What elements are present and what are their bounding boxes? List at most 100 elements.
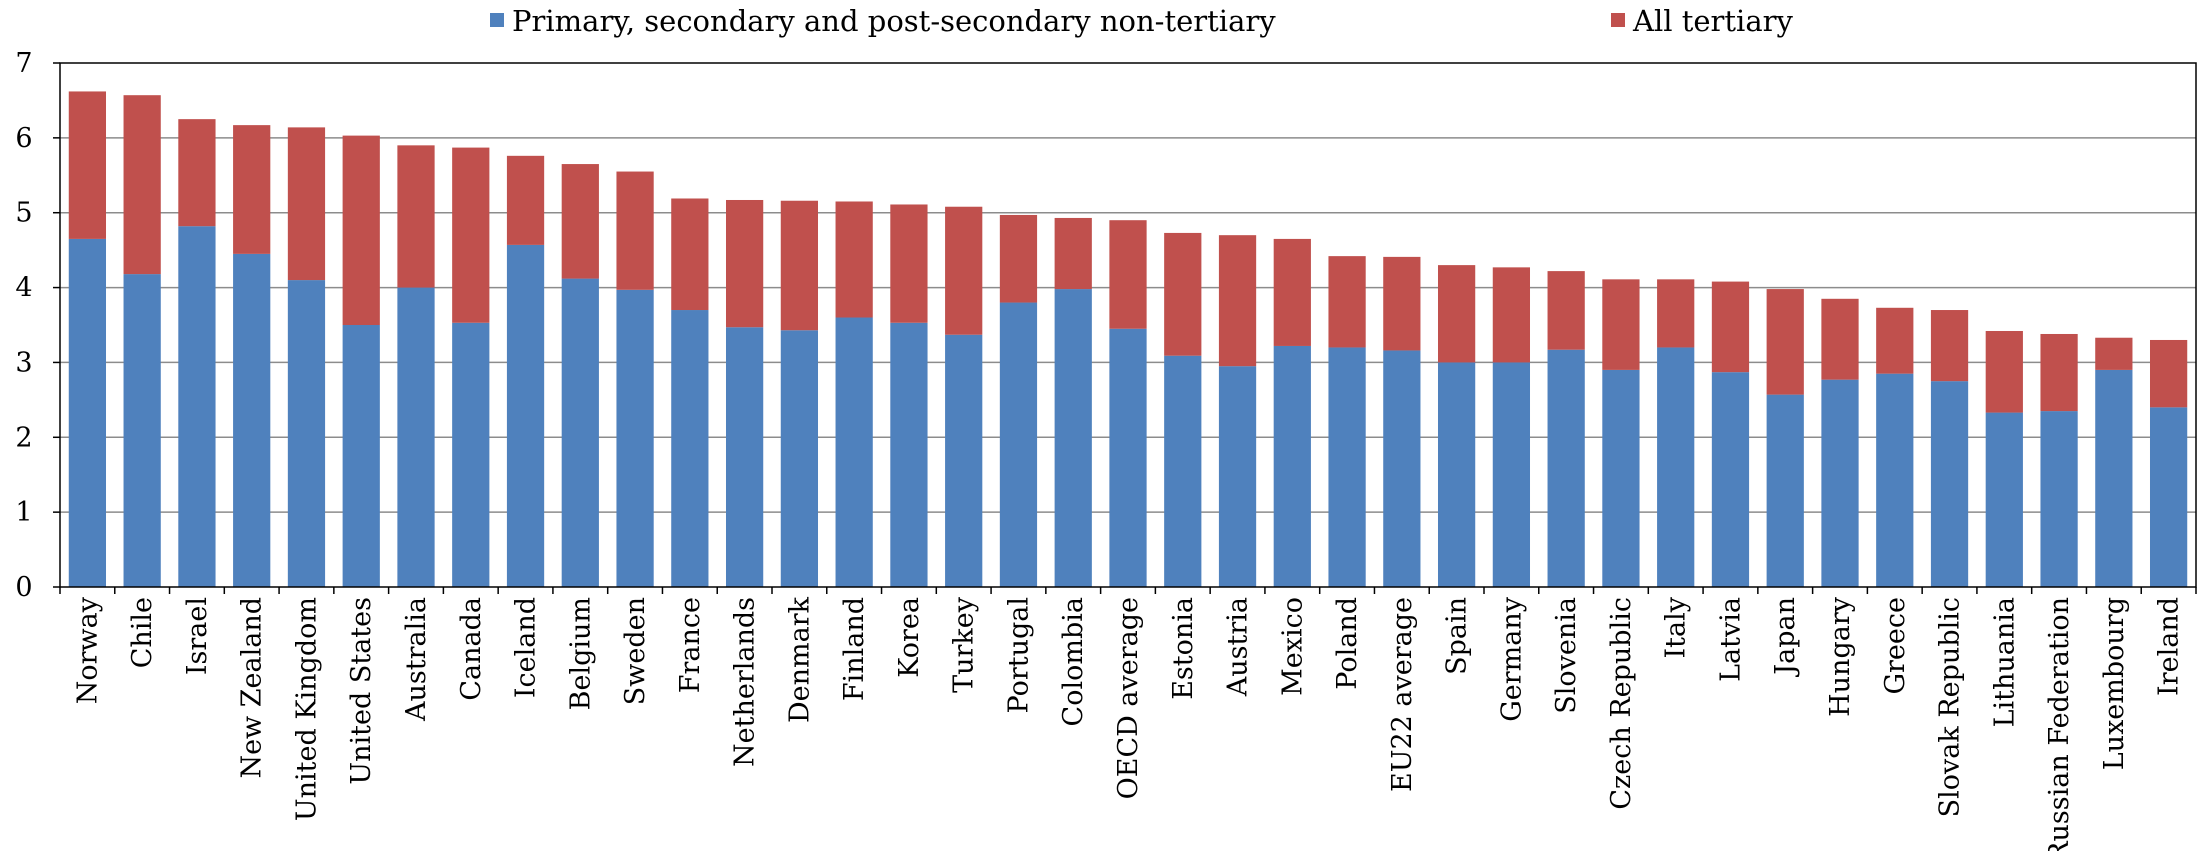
legend: Primary, secondary and post-secondary no… <box>490 4 1793 38</box>
bar-tertiary <box>725 199 764 328</box>
bar-primary-secondary <box>1328 347 1366 587</box>
bar-tertiary <box>2040 333 2078 412</box>
bar-tertiary <box>1164 232 1202 356</box>
x-category-label: Iceland <box>511 597 542 698</box>
bar-primary-secondary <box>342 325 380 587</box>
bar-tertiary <box>178 119 216 227</box>
bar-tertiary <box>287 127 326 281</box>
bar-primary-secondary <box>2040 411 2078 587</box>
x-category-label: Portugal <box>1003 597 1034 714</box>
bar-tertiary <box>780 200 819 331</box>
bar-primary-secondary <box>1109 328 1147 587</box>
x-category-label: Latvia <box>1715 597 1746 682</box>
x-category-label: Chile <box>127 597 158 668</box>
bar-primary-secondary <box>397 287 435 587</box>
x-category-label: Estonia <box>1168 597 1199 700</box>
y-axis: 0 1 2 3 4 5 6 7 <box>15 48 60 603</box>
bar-tertiary <box>999 214 1038 303</box>
x-category-label: Netherlands <box>730 597 761 767</box>
bar-primary-secondary <box>1437 362 1476 587</box>
x-category-label: Slovak Republic <box>1935 597 1966 817</box>
bar-tertiary <box>1383 256 1421 351</box>
bar-tertiary <box>1711 281 1750 373</box>
bar-tertiary <box>671 198 709 311</box>
x-category-label: New Zealand <box>237 597 268 779</box>
bar-tertiary <box>616 171 654 290</box>
bar-tertiary <box>1821 298 1859 380</box>
legend-swatch-tertiary <box>1611 13 1625 27</box>
bar-primary-secondary <box>1492 362 1531 587</box>
bar-primary-secondary <box>725 327 764 587</box>
bar-primary-secondary <box>1876 373 1914 587</box>
x-category-label: Finland <box>839 597 870 701</box>
bar-primary-secondary <box>1821 379 1859 587</box>
bar-tertiary <box>890 204 928 323</box>
x-category-label: Norway <box>72 596 103 704</box>
bar-tertiary <box>1602 279 1640 370</box>
bar-tertiary <box>1054 217 1092 290</box>
x-axis: Norway Chile Israel New Zealand United Kingd… <box>59 587 2197 851</box>
bar-primary-secondary <box>1930 381 1969 587</box>
bar-tertiary <box>1876 307 1914 374</box>
x-category-label: Canada <box>456 597 487 701</box>
bar-primary-secondary <box>233 253 271 587</box>
bar-primary-secondary <box>2149 407 2188 587</box>
bar-tertiary <box>68 91 107 239</box>
y-tick-label: 2 <box>15 422 32 453</box>
x-category-label: France <box>675 597 706 693</box>
bar-primary-secondary <box>1711 372 1750 587</box>
bar-primary-secondary <box>671 310 709 587</box>
bar-tertiary <box>2095 337 2133 370</box>
x-category-label: United Kingdom <box>291 597 322 821</box>
legend-label-tertiary: All tertiary <box>1632 4 1793 38</box>
bar-primary-secondary <box>1054 289 1092 587</box>
bar-primary-secondary <box>1602 369 1640 587</box>
x-category-label: Korea <box>894 597 925 678</box>
y-tick-label: 3 <box>15 347 32 378</box>
bar-primary-secondary <box>945 334 983 587</box>
bar-primary-secondary <box>506 244 545 587</box>
y-tick-label: 5 <box>15 198 32 229</box>
bar-primary-secondary <box>1218 366 1257 587</box>
x-category-label: Germany <box>1496 596 1527 722</box>
bar-primary-secondary <box>2095 369 2133 587</box>
x-category-label: Slovenia <box>1551 597 1582 714</box>
bar-tertiary <box>2149 339 2188 408</box>
bar-primary-secondary <box>452 322 490 587</box>
bar-tertiary <box>1930 310 1969 382</box>
x-category-label: Greece <box>1880 597 1911 695</box>
bar-primary-secondary <box>1657 347 1695 587</box>
x-category-label: OECD average <box>1113 597 1144 799</box>
bar-primary-secondary <box>1383 350 1421 587</box>
x-category-label: Israel <box>182 597 213 675</box>
x-category-label: Austria <box>1223 597 1254 697</box>
bar-primary-secondary <box>68 238 107 587</box>
bar-primary-secondary <box>561 278 599 587</box>
legend-swatch-primary <box>490 13 504 27</box>
x-category-label: Luxembourg <box>2099 597 2130 770</box>
bar-tertiary <box>233 125 271 254</box>
x-category-label: Japan <box>1770 597 1801 678</box>
bar-primary-secondary <box>835 317 873 587</box>
bar-tertiary <box>1273 238 1311 346</box>
x-category-label: Colombia <box>1058 597 1089 726</box>
bar-primary-secondary <box>1547 349 1585 587</box>
bar-tertiary <box>1492 267 1531 363</box>
y-tick-label: 4 <box>15 273 32 304</box>
bar-primary-secondary <box>999 302 1038 587</box>
plot-frame <box>59 62 2197 588</box>
x-category-label: Lithuania <box>1989 597 2020 727</box>
bar-primary-secondary <box>890 322 928 587</box>
bar-tertiary <box>1985 330 2023 413</box>
bar-tertiary <box>561 164 599 279</box>
legend-label-primary: Primary, secondary and post-secondary no… <box>512 4 1276 38</box>
bar-tertiary <box>452 147 490 323</box>
x-category-label: Italy <box>1661 596 1692 658</box>
bar-primary-secondary <box>178 226 216 587</box>
y-tick-label: 0 <box>15 572 32 603</box>
bar-primary-secondary <box>1164 355 1202 587</box>
y-tick-label: 7 <box>15 48 32 79</box>
bar-primary-secondary <box>1766 394 1804 587</box>
bar-tertiary <box>397 145 435 288</box>
x-category-label: Czech Republic <box>1606 597 1637 810</box>
